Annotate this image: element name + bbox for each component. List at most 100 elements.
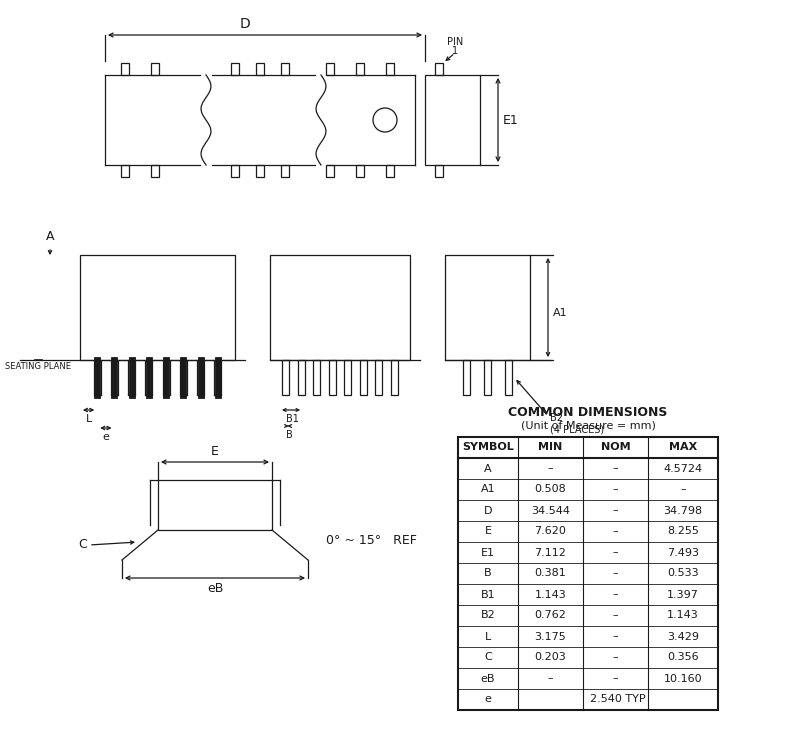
Text: –: – xyxy=(613,590,618,599)
Text: E1: E1 xyxy=(503,113,518,127)
Text: 8.255: 8.255 xyxy=(667,526,699,537)
Text: –: – xyxy=(613,652,618,662)
Bar xyxy=(281,63,289,75)
Bar xyxy=(344,360,351,395)
Bar xyxy=(256,165,264,177)
Text: 7.620: 7.620 xyxy=(534,526,566,537)
Text: 7.493: 7.493 xyxy=(667,547,699,557)
Bar xyxy=(231,63,239,75)
Text: L: L xyxy=(485,631,491,642)
Text: NOM: NOM xyxy=(601,442,630,452)
Text: B1: B1 xyxy=(481,590,495,599)
Bar xyxy=(121,63,129,75)
Bar xyxy=(256,63,264,75)
Bar xyxy=(162,360,170,395)
Bar xyxy=(282,360,289,395)
Bar xyxy=(356,165,364,177)
Bar xyxy=(326,165,334,177)
Text: eB: eB xyxy=(481,673,495,683)
Text: B: B xyxy=(286,430,293,440)
Bar xyxy=(360,360,367,395)
Text: 1.143: 1.143 xyxy=(667,611,699,621)
Text: 0.508: 0.508 xyxy=(534,485,566,495)
Bar xyxy=(151,63,159,75)
Bar xyxy=(128,360,135,395)
Text: (4 PLACES): (4 PLACES) xyxy=(550,424,604,434)
Text: A1: A1 xyxy=(481,485,495,495)
Bar xyxy=(356,63,364,75)
Bar xyxy=(180,360,187,395)
Text: B: B xyxy=(484,569,492,578)
Bar xyxy=(386,63,394,75)
Text: 0.356: 0.356 xyxy=(667,652,699,662)
Text: C: C xyxy=(484,652,492,662)
Text: 0.762: 0.762 xyxy=(534,611,566,621)
Text: 0.203: 0.203 xyxy=(534,652,566,662)
Text: B1: B1 xyxy=(286,414,299,424)
Bar xyxy=(375,360,382,395)
Text: MAX: MAX xyxy=(669,442,697,452)
Text: 7.112: 7.112 xyxy=(534,547,566,557)
Text: A: A xyxy=(46,230,54,243)
Text: 4.5724: 4.5724 xyxy=(663,464,702,473)
Text: eB: eB xyxy=(207,582,223,595)
Text: –: – xyxy=(613,464,618,473)
Text: SYMBOL: SYMBOL xyxy=(462,442,514,452)
Text: –: – xyxy=(613,673,618,683)
Text: A: A xyxy=(484,464,492,473)
Text: B2: B2 xyxy=(481,611,495,621)
Text: –: – xyxy=(680,485,686,495)
Text: E1: E1 xyxy=(481,547,495,557)
Bar xyxy=(80,255,235,360)
Text: E: E xyxy=(211,445,219,458)
Bar xyxy=(151,165,159,177)
Text: –: – xyxy=(548,464,554,473)
Bar xyxy=(326,63,334,75)
Bar xyxy=(214,360,222,395)
Bar xyxy=(231,165,239,177)
Text: C: C xyxy=(78,538,87,551)
Text: 1.397: 1.397 xyxy=(667,590,699,599)
Bar xyxy=(506,360,512,395)
Text: 1: 1 xyxy=(452,46,458,56)
Bar xyxy=(197,360,204,395)
Text: –: – xyxy=(613,611,618,621)
Text: 0.533: 0.533 xyxy=(667,569,699,578)
Text: 10.160: 10.160 xyxy=(664,673,702,683)
Text: L: L xyxy=(86,414,92,424)
Bar xyxy=(462,360,470,395)
Bar xyxy=(386,165,394,177)
Bar xyxy=(435,165,443,177)
Text: E: E xyxy=(485,526,491,537)
Text: 3.429: 3.429 xyxy=(667,631,699,642)
Text: 1.143: 1.143 xyxy=(534,590,566,599)
Text: 0.381: 0.381 xyxy=(534,569,566,578)
Text: –: – xyxy=(613,569,618,578)
Text: B2: B2 xyxy=(550,413,563,423)
Text: 0° ~ 15°   REF: 0° ~ 15° REF xyxy=(326,534,417,547)
Bar xyxy=(329,360,336,395)
Text: COMMON DIMENSIONS: COMMON DIMENSIONS xyxy=(508,406,668,419)
Text: SEATING PLANE: SEATING PLANE xyxy=(5,362,71,371)
Text: –: – xyxy=(613,485,618,495)
Bar xyxy=(458,437,718,710)
Bar xyxy=(435,63,443,75)
Text: –: – xyxy=(613,547,618,557)
Text: –: – xyxy=(613,631,618,642)
Text: –: – xyxy=(613,526,618,537)
Text: D: D xyxy=(240,17,250,31)
Text: MIN: MIN xyxy=(538,442,562,452)
Text: 3.175: 3.175 xyxy=(534,631,566,642)
Text: 2.540 TYP: 2.540 TYP xyxy=(590,695,646,704)
Bar xyxy=(484,360,491,395)
Bar xyxy=(146,360,152,395)
Bar xyxy=(298,360,305,395)
Bar xyxy=(391,360,398,395)
Text: e: e xyxy=(485,695,491,704)
Bar xyxy=(121,165,129,177)
Bar xyxy=(425,75,480,165)
Text: (Unit of Measure = mm): (Unit of Measure = mm) xyxy=(521,421,655,431)
Bar xyxy=(158,480,272,530)
Text: PIN: PIN xyxy=(447,37,463,47)
Bar xyxy=(281,165,289,177)
